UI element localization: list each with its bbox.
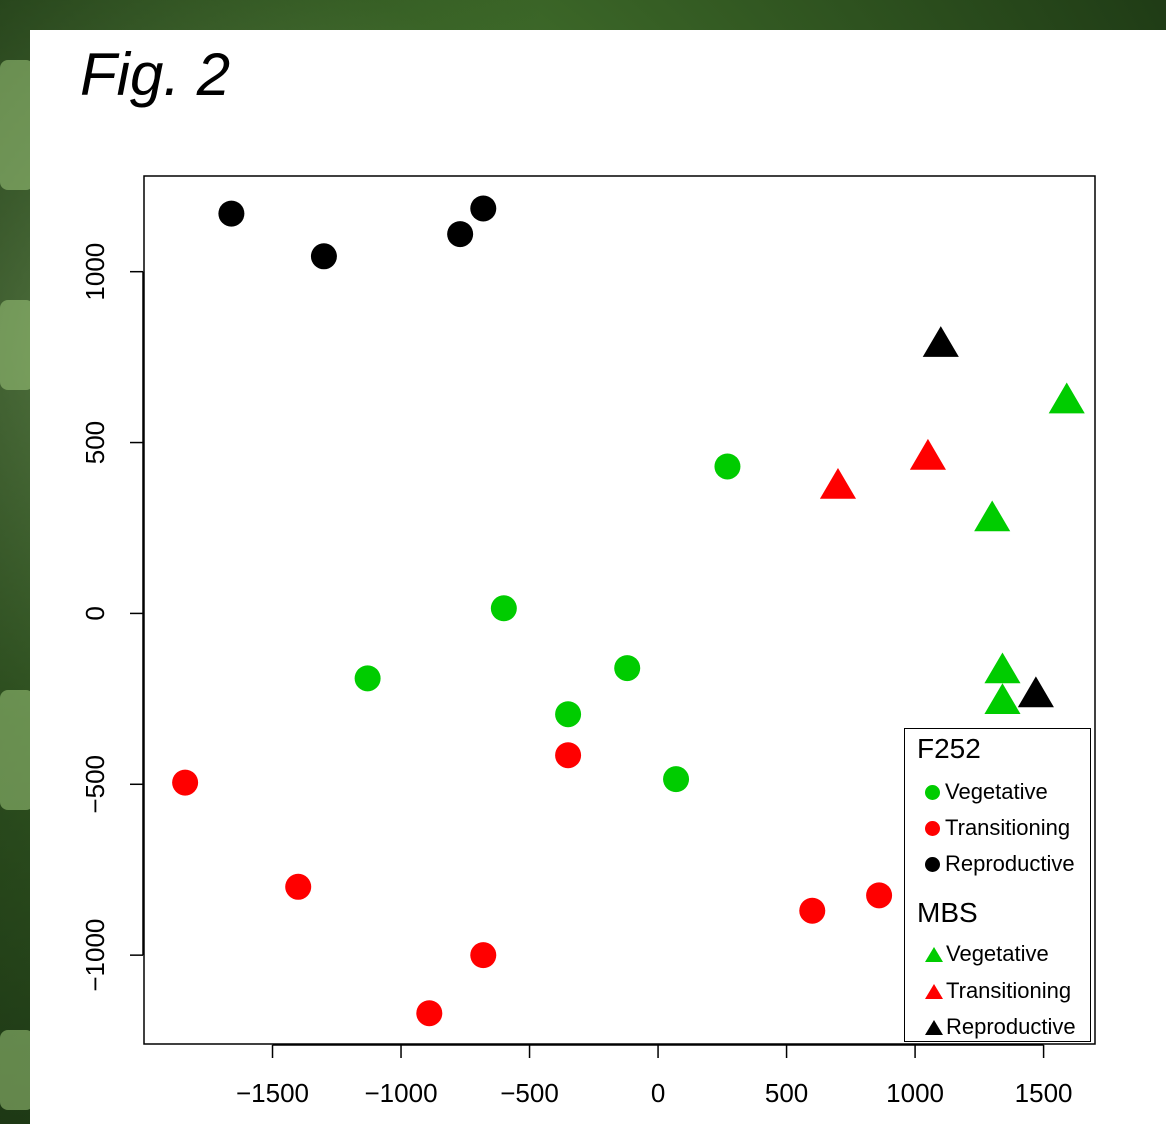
y-tick-label: 1000 bbox=[80, 243, 110, 301]
legend-label: Vegetative bbox=[946, 941, 1049, 966]
data-point bbox=[490, 595, 517, 622]
data-point bbox=[984, 652, 1021, 684]
x-tick-label: 1500 bbox=[1015, 1078, 1073, 1108]
data-point bbox=[470, 942, 497, 969]
data-point bbox=[285, 873, 312, 900]
triangle-icon bbox=[925, 1019, 943, 1035]
data-point bbox=[555, 742, 582, 769]
axes: −1500 −1000 −500 0 500 1000 1500 −1000 −500 0 500 1… bbox=[80, 243, 1073, 1108]
data-point bbox=[866, 882, 893, 909]
legend-group-title: F252 bbox=[917, 733, 981, 764]
legend: F252 Vegetative Transitioning Reproducti… bbox=[904, 728, 1091, 1042]
data-point bbox=[909, 438, 946, 470]
triangle-icon bbox=[925, 946, 943, 962]
x-tick-label: −500 bbox=[500, 1078, 559, 1108]
data-point bbox=[663, 766, 690, 793]
x-tick-label: 1000 bbox=[886, 1078, 944, 1108]
circle-icon bbox=[925, 856, 940, 872]
x-tick-label: 500 bbox=[765, 1078, 808, 1108]
data-point bbox=[984, 683, 1021, 715]
x-tick-label: −1500 bbox=[236, 1078, 309, 1108]
data-point bbox=[714, 453, 741, 480]
legend-label: Vegetative bbox=[945, 779, 1048, 804]
data-point bbox=[922, 326, 959, 357]
stem-decoration bbox=[0, 60, 34, 190]
data-point bbox=[974, 500, 1011, 532]
legend-item: Vegetative bbox=[925, 941, 1049, 967]
data-point bbox=[470, 195, 497, 222]
data-point bbox=[555, 701, 582, 728]
data-point bbox=[1048, 382, 1085, 414]
legend-item: Reproductive bbox=[925, 851, 1075, 877]
triangle-icon bbox=[925, 983, 943, 999]
legend-group-title: MBS bbox=[917, 897, 978, 928]
legend-label: Reproductive bbox=[945, 851, 1075, 876]
data-point bbox=[416, 1000, 443, 1027]
legend-label: Transitioning bbox=[945, 815, 1071, 840]
x-tick-label: 0 bbox=[651, 1078, 665, 1108]
figure-title: Fig. 2 bbox=[80, 41, 231, 108]
plot-frame bbox=[143, 175, 1096, 1045]
data-points bbox=[172, 195, 1085, 1027]
data-point bbox=[218, 200, 245, 227]
circle-icon bbox=[925, 784, 940, 800]
legend-label: Transitioning bbox=[946, 978, 1072, 1003]
y-tick-label: 500 bbox=[80, 421, 110, 464]
data-point bbox=[354, 665, 381, 692]
y-tick-label: −1000 bbox=[80, 919, 110, 992]
data-point bbox=[799, 897, 826, 924]
legend-label: Reproductive bbox=[946, 1014, 1076, 1039]
data-point bbox=[819, 467, 857, 499]
y-tick-label: 0 bbox=[80, 606, 110, 620]
x-tick-label: −1000 bbox=[365, 1078, 438, 1108]
y-tick-label: −500 bbox=[80, 755, 110, 814]
legend-item: Vegetative bbox=[925, 779, 1048, 805]
legend-item: Transitioning bbox=[925, 978, 1071, 1004]
data-point bbox=[447, 221, 474, 248]
stem-decoration bbox=[0, 1030, 34, 1110]
stem-decoration bbox=[0, 300, 34, 390]
data-point bbox=[614, 655, 641, 682]
data-point bbox=[310, 243, 337, 270]
data-point bbox=[172, 769, 199, 796]
circle-icon bbox=[925, 820, 940, 836]
data-point bbox=[1017, 676, 1054, 708]
stem-decoration bbox=[0, 690, 34, 810]
legend-item: Reproductive bbox=[925, 1014, 1076, 1040]
legend-item: Transitioning bbox=[925, 815, 1070, 841]
